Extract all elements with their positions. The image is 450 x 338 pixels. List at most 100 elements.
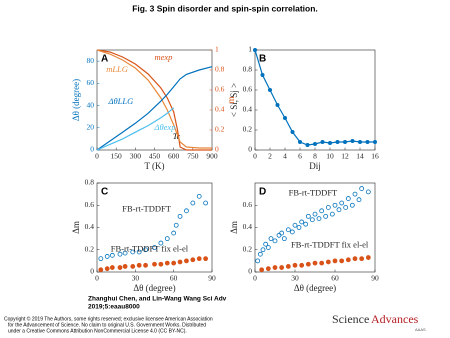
point — [122, 250, 128, 256]
x-axis-label: Dij — [309, 161, 321, 171]
marker — [275, 103, 280, 107]
y-tick-label: 0.6 — [243, 85, 253, 94]
point — [109, 252, 115, 258]
series-label: mexp — [155, 52, 173, 62]
y-tick-label: 0.8 — [243, 65, 253, 74]
point — [173, 222, 179, 228]
x-tick-label: 10 — [326, 152, 334, 161]
point — [184, 258, 189, 264]
x-tick-label: 150 — [111, 152, 123, 161]
marker — [358, 140, 362, 144]
x-axis-label: T (K) — [144, 161, 164, 171]
point — [281, 236, 287, 242]
x-tick-label: 0 — [253, 152, 257, 161]
point — [257, 251, 263, 257]
x-tick-label: 750 — [187, 152, 199, 161]
point — [117, 251, 123, 257]
x-tick-label: 0 — [253, 274, 257, 283]
y-tick-label: 0 — [90, 145, 94, 154]
point — [196, 256, 202, 262]
series-label: FB-rt-TDDFT fix el-el — [111, 244, 189, 254]
point — [279, 230, 285, 236]
y-tick-label: 0.2 — [243, 244, 253, 253]
copyright: under a Creative Commons Attribution Non… — [8, 328, 187, 334]
point — [190, 257, 196, 263]
line — [254, 49, 375, 146]
panel-label: A — [101, 54, 108, 65]
point — [265, 266, 271, 272]
point — [296, 225, 302, 230]
y-axis-label: Δm — [229, 221, 239, 234]
point — [171, 230, 177, 236]
x-tick-label: 6 — [298, 152, 302, 161]
point — [130, 264, 136, 269]
point — [312, 260, 318, 266]
point — [339, 258, 345, 264]
x-tick-label: 60 — [170, 274, 178, 283]
y-tick-label: 60 — [87, 78, 95, 87]
point — [329, 211, 335, 217]
point — [345, 257, 351, 263]
x-tick-label: 8 — [313, 152, 317, 161]
marker — [365, 140, 370, 144]
x-tick-label: 900 — [206, 152, 218, 161]
y-axis-label: < Si, Sj > — [229, 83, 239, 117]
y2-tick-label: 0.8 — [215, 65, 225, 74]
marker — [328, 141, 332, 145]
point — [164, 236, 170, 242]
copyright: Copyright © 2019 The Authors, some right… — [4, 315, 213, 322]
point — [336, 207, 342, 213]
marker — [253, 48, 257, 52]
line — [96, 107, 175, 151]
x-axis-label: Δθ (degree) — [133, 283, 175, 293]
y-tick-label: 0.2 — [85, 244, 95, 253]
copyright: for the Advancement of Science. No claim… — [8, 322, 206, 328]
x-tick-label: 30 — [132, 274, 140, 283]
point — [309, 217, 315, 223]
series-label: Δθexp — [154, 122, 176, 132]
point — [109, 265, 115, 270]
point — [259, 267, 265, 273]
marker — [343, 140, 347, 144]
point — [190, 200, 196, 206]
y-tick-label: 0.4 — [243, 105, 253, 114]
marker — [283, 116, 287, 120]
y2-tick-label: 0 — [215, 145, 219, 154]
point — [325, 259, 331, 265]
marker — [373, 140, 377, 144]
point — [332, 202, 338, 208]
y2-tick-label: 1 — [215, 45, 219, 54]
point — [332, 258, 338, 264]
point — [98, 256, 104, 262]
annotation: Tc — [173, 132, 181, 141]
point — [177, 213, 183, 219]
marker — [268, 88, 272, 92]
x-tick-label: 30 — [291, 274, 299, 283]
y-tick-label: 0.6 — [243, 200, 253, 209]
point — [305, 261, 311, 267]
x-tick-label: 600 — [168, 152, 180, 161]
series-label: FB-rt-TDDFT fix el-el — [291, 239, 369, 249]
y-tick-label: 1 — [248, 45, 252, 54]
marker — [350, 139, 355, 143]
point — [171, 260, 177, 266]
x-axis-label: Δθ (degree) — [294, 283, 336, 293]
y-axis-label: Δm — [71, 221, 81, 234]
point — [325, 205, 331, 210]
logo: Advances — [371, 312, 419, 326]
point — [158, 240, 164, 246]
point — [98, 267, 104, 273]
point — [356, 197, 362, 203]
line — [96, 66, 213, 151]
point — [292, 222, 298, 228]
point — [323, 213, 329, 219]
y-tick-label: 0.2 — [243, 125, 253, 134]
y-tick-label: 0 — [90, 267, 94, 276]
point — [272, 238, 278, 244]
point — [196, 193, 202, 199]
point — [263, 241, 269, 247]
y-tick-label: 0 — [248, 145, 252, 154]
y-tick-label: 40 — [87, 100, 95, 109]
marker — [335, 140, 340, 144]
point — [352, 191, 358, 197]
